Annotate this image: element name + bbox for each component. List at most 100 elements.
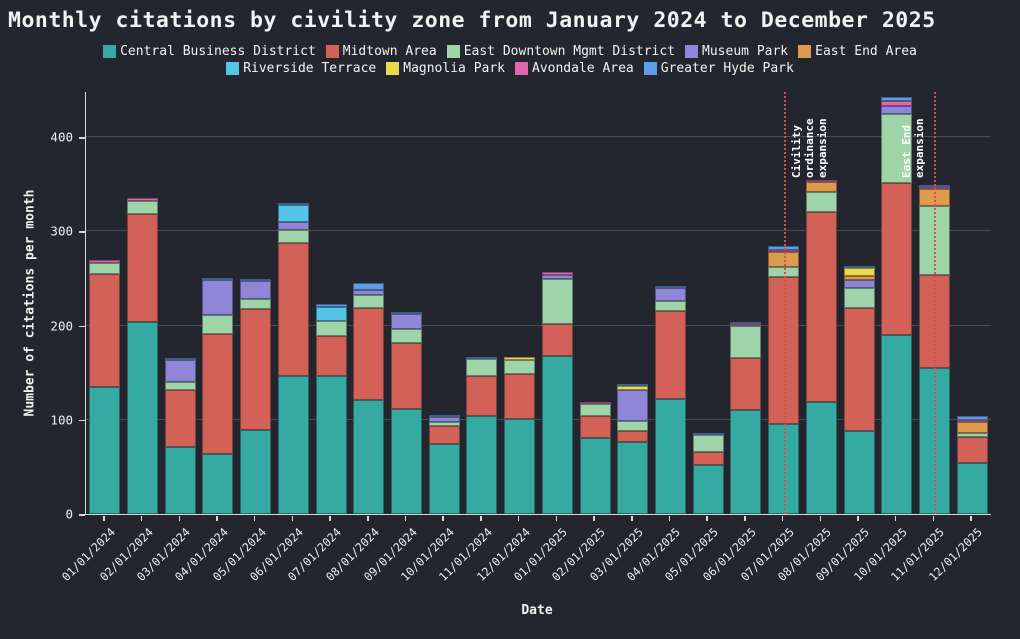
legend-label: Museum Park	[702, 44, 789, 59]
bar-segment	[881, 335, 913, 514]
bar-segment	[315, 320, 347, 336]
bar-segment	[428, 416, 460, 422]
bar-segment	[579, 416, 611, 438]
bar-segment	[353, 289, 385, 296]
bar-segment	[730, 325, 762, 358]
bar-segment	[956, 416, 988, 420]
legend-label: Avondale Area	[532, 61, 634, 76]
bar-segment	[315, 376, 347, 514]
x-tick-mark	[404, 516, 407, 521]
bar-segment	[504, 373, 536, 419]
bar-segment	[89, 273, 121, 387]
bar-segment	[692, 434, 724, 452]
bar-segment	[127, 321, 159, 514]
x-tick-mark	[253, 516, 256, 521]
bar-segment	[277, 376, 309, 514]
bar-segment	[202, 453, 234, 514]
bar-segment	[617, 442, 649, 514]
bar-segment	[541, 323, 573, 356]
gridline	[86, 418, 991, 420]
legend-row: Riverside Terrace Magnolia Park Avondale A…	[226, 61, 794, 76]
legend-item: Riverside Terrace	[226, 61, 376, 76]
y-tick-mark	[79, 514, 85, 516]
legend-label: East End Area	[815, 44, 917, 59]
x-tick-mark	[593, 516, 595, 521]
y-tick-label: 0	[65, 506, 73, 522]
bar-segment	[315, 306, 347, 321]
bar-segment	[466, 375, 498, 417]
bar-segment	[730, 357, 762, 411]
bar-segment	[391, 314, 423, 330]
bar-segment	[579, 437, 611, 514]
x-axis-label: Date	[521, 603, 553, 618]
bar-segment	[881, 101, 913, 107]
annotation-line	[783, 92, 786, 514]
bar-segment	[277, 222, 309, 230]
bar-segment	[428, 414, 460, 417]
gridline	[86, 230, 991, 232]
bar-segment	[127, 201, 159, 215]
bar-segment	[579, 401, 611, 404]
bar-segment	[956, 433, 988, 437]
bar-segment	[843, 307, 875, 432]
x-axis-ticks: 01/01/2024 02/01/2024 03/01/2024 04/01/2024…	[59, 516, 990, 606]
bar-segment	[164, 357, 196, 361]
x-tick-mark	[894, 516, 897, 521]
bar-segment	[428, 421, 460, 427]
bar-segment	[466, 358, 498, 376]
bar-segment	[391, 312, 423, 315]
legend-item: Museum Park	[685, 44, 788, 59]
bar-segment	[843, 268, 875, 276]
x-tick-mark	[178, 516, 181, 521]
bar-segment	[240, 299, 272, 309]
bar-segment	[164, 447, 196, 514]
bar-segment	[730, 410, 762, 514]
bar-segment	[353, 295, 385, 308]
bar-segment	[617, 385, 649, 390]
y-tick-mark	[79, 325, 85, 328]
x-tick-mark	[970, 516, 972, 521]
bar-segment	[805, 191, 837, 212]
bar-segment	[881, 183, 913, 336]
legend: Central Business District Midtown Area Eas…	[0, 44, 1020, 76]
bar-segment	[541, 278, 573, 324]
bar-segment	[617, 431, 649, 443]
legend-swatch-icon	[798, 45, 812, 58]
bar-segment	[202, 334, 234, 454]
bar-segment	[730, 323, 762, 326]
bar-segment	[541, 271, 573, 275]
legend-label: East Downtown Mgmt District	[463, 44, 676, 59]
bar-segment	[541, 355, 573, 514]
bar-segment	[164, 382, 196, 390]
bar-segment	[843, 266, 875, 269]
bar-segment	[164, 389, 196, 448]
x-tick-mark	[932, 516, 935, 521]
bar-segment	[240, 279, 272, 282]
bar-segment	[654, 310, 686, 400]
bar-segment	[881, 106, 913, 114]
bar-segment	[315, 335, 347, 377]
x-tick-mark	[480, 516, 482, 521]
legend-swatch-icon	[386, 62, 400, 75]
bar-segment	[127, 214, 159, 322]
legend-swatch-icon	[226, 62, 240, 75]
bar-segment	[805, 179, 837, 183]
legend-label: Central Business District	[120, 44, 316, 59]
bar-segment	[617, 383, 649, 386]
legend-swatch-icon	[103, 45, 117, 58]
x-tick-mark	[103, 516, 105, 521]
x-tick-mark	[781, 516, 784, 521]
bar-segment	[353, 283, 385, 290]
legend-label: Magnolia Park	[403, 61, 505, 76]
bar-segment	[277, 242, 309, 377]
x-tick-mark	[367, 516, 369, 521]
gridline	[86, 324, 991, 326]
bar-segment	[956, 421, 988, 433]
bar-segment	[654, 287, 686, 302]
bar-segment	[428, 426, 460, 445]
bar-segment	[881, 113, 913, 184]
bar-segment	[391, 329, 423, 343]
bar-segment	[504, 418, 536, 514]
bar-segment	[541, 274, 573, 279]
bar-segment	[843, 287, 875, 308]
